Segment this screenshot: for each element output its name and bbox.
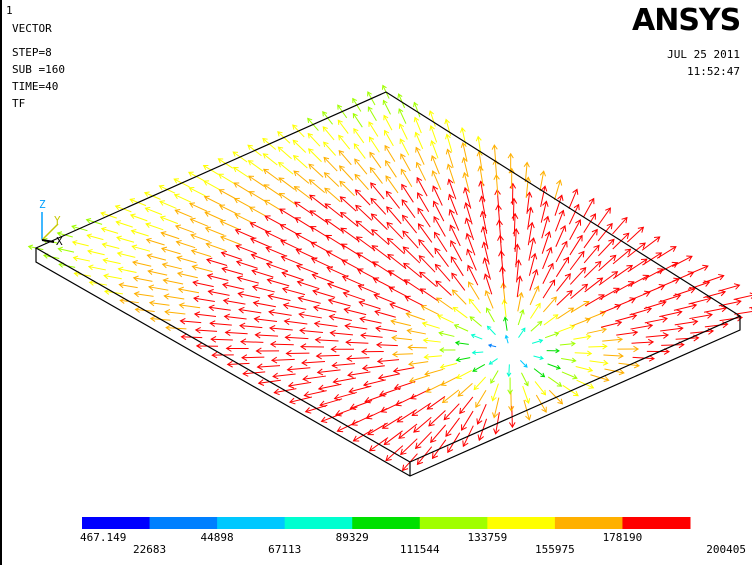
arrow-shaft (271, 344, 294, 345)
legend-band (420, 517, 488, 529)
window-number: 1 (6, 4, 13, 17)
legend-label: 155975 (535, 543, 575, 556)
time: TIME=40 (12, 80, 58, 93)
legend-label: 89329 (336, 531, 369, 544)
logo: ANSYS (632, 3, 740, 38)
legend-band (622, 517, 690, 529)
step: STEP=8 (12, 46, 52, 59)
arrow-shaft (241, 342, 263, 343)
arrow-shaft (588, 346, 606, 347)
y-label: Y (54, 214, 61, 227)
legend-label: 67113 (268, 543, 301, 556)
x-label: X (56, 235, 63, 248)
plot-type: VECTOR (12, 22, 52, 35)
clock: 11:52:47 (687, 65, 740, 78)
legend-label: 111544 (400, 543, 440, 556)
legend-label: 467.149 (80, 531, 126, 544)
item: TF (12, 97, 25, 110)
arrow-shaft (513, 199, 514, 221)
legend-label: 133759 (467, 531, 507, 544)
sub: SUB =160 (12, 63, 65, 76)
legend-band (150, 517, 218, 529)
arrow-shaft (242, 357, 264, 358)
date: JUL 25 2011 (667, 48, 740, 61)
legend-band (487, 517, 555, 529)
z-label: Z (39, 198, 46, 211)
legend-label: 22683 (133, 543, 166, 556)
legend-label: 44898 (201, 531, 234, 544)
legend-label: 178190 (603, 531, 643, 544)
legend-band (352, 517, 420, 529)
legend-band (82, 517, 150, 529)
arrow-shaft (509, 364, 510, 376)
legend-label: 200405 (706, 543, 746, 556)
legend-band (217, 517, 285, 529)
legend-band (555, 517, 623, 529)
legend-band (285, 517, 353, 529)
